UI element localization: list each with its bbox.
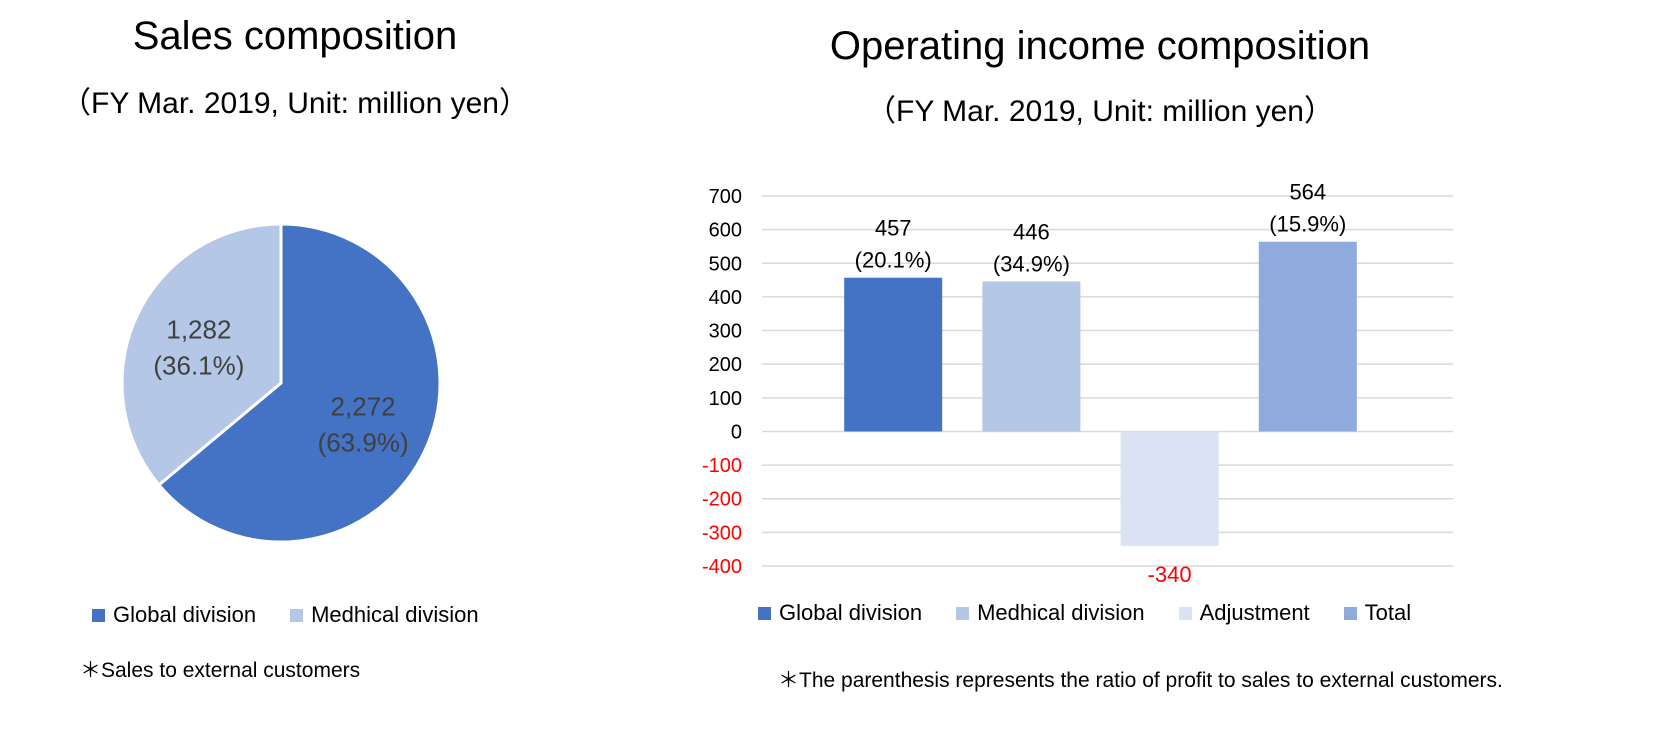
y-tick-label: -300 [702, 522, 742, 544]
legend-swatch [758, 606, 771, 620]
bar-3 [1258, 241, 1357, 432]
bar-pct-label: (15.9%) [1269, 212, 1346, 237]
bar-chart-subtitle: （FY Mar. 2019, Unit: million yen） [866, 95, 1334, 128]
bar-value-label: 457 [875, 216, 912, 241]
y-tick-label: 600 [709, 220, 742, 242]
pie-slice-1 [120, 222, 283, 488]
bar-pct-label: (20.1%) [855, 248, 932, 273]
pie-chart-subtitle: （FY Mar. 2019, Unit: million yen） [61, 87, 529, 120]
y-tick-label: -400 [702, 556, 742, 578]
bar-value-label: -340 [1148, 562, 1192, 587]
pie-value-label: 2,272 [331, 391, 396, 421]
bar-value-label: 446 [1013, 219, 1050, 244]
pie-legend: Global division Medhical division [92, 602, 513, 628]
bar-footnote: ＊The parenthesis represents the ratio of… [778, 669, 1503, 692]
y-tick-label: 400 [709, 287, 742, 309]
bar-1 [982, 281, 1081, 432]
pie-chart-title: Sales composition [132, 14, 458, 58]
legend-label: Global division [113, 602, 257, 627]
legend-item: Medhical division [956, 600, 1145, 626]
y-tick-label: 200 [709, 354, 742, 376]
legend-label: Global division [779, 600, 923, 625]
y-tick-label: -100 [702, 455, 742, 477]
bar-legend: Global division Medhical division Adjustme… [758, 600, 1445, 626]
legend-swatch [92, 608, 105, 622]
legend-label: Medhical division [311, 602, 479, 627]
legend-label: Total [1364, 600, 1412, 625]
bar-0 [844, 277, 943, 432]
legend-item: Adjustment [1178, 600, 1310, 626]
pie-value-label: 1,282 [166, 315, 231, 345]
y-tick-label: 100 [709, 388, 742, 410]
bar-2 [1120, 431, 1219, 546]
legend-item: Total [1343, 600, 1412, 626]
legend-swatch [290, 608, 304, 622]
bar-pct-label: (34.9%) [993, 251, 1070, 276]
y-tick-label: 500 [709, 253, 742, 275]
y-tick-label: 0 [731, 421, 742, 443]
pie-footnote: ＊Sales to external customers [80, 659, 361, 682]
pie-pct-label: (36.1%) [153, 351, 244, 381]
legend-item: Global division [92, 602, 256, 628]
legend-item: Global division [758, 600, 922, 626]
legend-item: Medhical division [290, 602, 479, 628]
y-tick-label: 300 [709, 321, 742, 343]
y-tick-label: -200 [702, 489, 742, 511]
legend-swatch [1343, 606, 1357, 620]
legend-swatch [956, 606, 970, 620]
pie-slice-0 [156, 222, 442, 544]
bar-value-label: 564 [1289, 180, 1326, 205]
legend-label: Adjustment [1199, 600, 1310, 625]
legend-swatch [1178, 606, 1192, 620]
bar-chart-title: Operating income composition [829, 24, 1371, 68]
legend-label: Medhical division [977, 600, 1145, 625]
y-tick-label: 700 [709, 186, 742, 208]
pie-pct-label: (63.9%) [318, 427, 409, 457]
